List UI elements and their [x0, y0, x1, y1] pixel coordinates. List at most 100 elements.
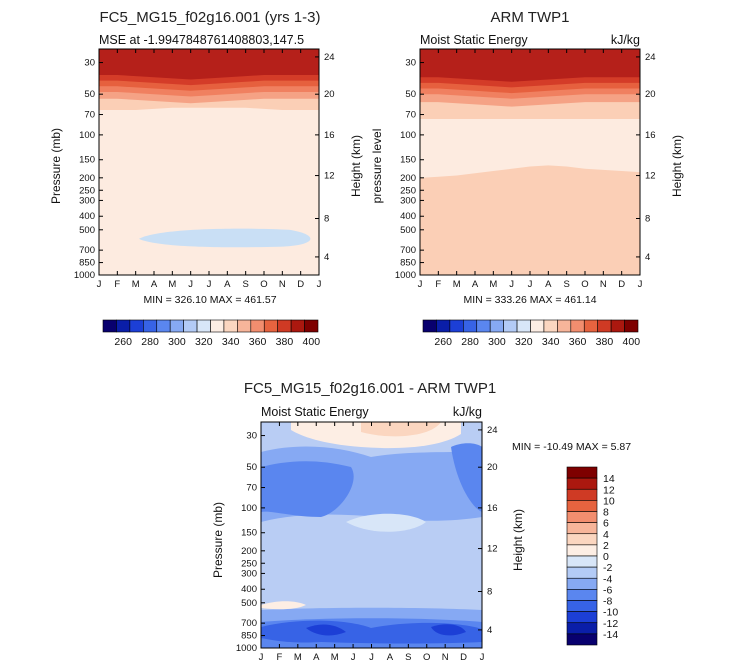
y-tick-label: 400	[241, 584, 257, 595]
colorbar-label: 12	[603, 484, 615, 496]
colorbar-label: 320	[195, 336, 213, 348]
y-tick-label: 30	[84, 58, 95, 69]
y-tick-label: 1000	[74, 270, 95, 281]
height-tick-label: 8	[645, 214, 650, 225]
height-tick-label: 20	[487, 462, 498, 473]
x-tick-label: A	[472, 279, 479, 290]
colorbar-label: -4	[603, 573, 612, 585]
colorbar-swatch	[304, 319, 319, 333]
colorbar-swatch	[277, 319, 292, 333]
colorbar-swatch	[436, 319, 451, 333]
y-tick-label: 50	[246, 462, 257, 473]
y-tick-label: 1000	[395, 270, 416, 281]
x-tick-label: A	[151, 279, 158, 290]
x-tick-label: J	[418, 279, 423, 290]
panel-2-ylabel-left: pressure level	[370, 129, 384, 204]
height-tick-label: 4	[645, 252, 650, 263]
colorbar-swatch	[143, 319, 158, 333]
y-tick-label: 400	[400, 211, 416, 222]
x-tick-label: J	[509, 279, 514, 290]
height-tick-label: 12	[645, 171, 656, 182]
colorbar-label: -14	[603, 629, 618, 641]
y-tick-label: 400	[79, 211, 95, 222]
colorbar-swatch	[566, 511, 598, 523]
contour-band	[431, 624, 466, 636]
colorbar-swatch	[263, 319, 278, 333]
y-tick-label: 200	[400, 173, 416, 184]
colorbar-swatch	[422, 319, 437, 333]
colorbar-swatch	[566, 622, 598, 635]
x-tick-label: J	[207, 279, 212, 290]
y-tick-label: 700	[79, 245, 95, 256]
colorbar-swatch	[566, 477, 598, 490]
x-tick-label: S	[563, 279, 569, 290]
panel-3-title: FC5_MG15_f02g16.001 - ARM TWP1	[244, 380, 496, 397]
colorbar-label: 300	[488, 336, 506, 348]
y-tick-label: 500	[79, 225, 95, 236]
panel-2-colorbar: 260 280 300 320 340 360 380 400	[422, 319, 640, 348]
colorbar-swatch	[566, 466, 598, 479]
colorbar-label: 320	[515, 336, 533, 348]
colorbar-swatch	[116, 319, 131, 333]
y-tick-label: 70	[246, 483, 257, 494]
height-tick-label: 16	[324, 130, 335, 141]
colorbar-label: -10	[603, 607, 618, 619]
panel-2-plot-area: J F M A M J J A S O N D J305070100150200250300400500…	[395, 48, 656, 290]
colorbar-swatch	[566, 611, 598, 624]
y-tick-label: 700	[241, 618, 257, 629]
x-tick-label: F	[114, 279, 120, 290]
y-tick-label: 300	[79, 195, 95, 206]
contour-band	[306, 624, 346, 636]
colorbar-swatch	[570, 319, 585, 333]
x-tick-label: N	[442, 652, 449, 663]
colorbar-swatch	[156, 319, 171, 333]
x-tick-label: J	[188, 279, 193, 290]
colorbar-swatch	[566, 533, 598, 546]
panel-1-model: FC5_MG15_f02g16.001 (yrs 1-3) MSE at -1.…	[49, 9, 363, 348]
colorbar-swatch	[196, 319, 211, 333]
colorbar-swatch	[566, 633, 598, 646]
colorbar-swatch	[566, 500, 598, 512]
panel-3-ylabel-left: Pressure (mb)	[211, 502, 225, 578]
panel-2-ylabel-right: Height (km)	[670, 135, 684, 197]
y-tick-label: 300	[400, 195, 416, 206]
panel-1-subtitle: MSE at -1.9947848761408803,147.5	[99, 33, 304, 47]
panel-3-plot-area: J F M A M J J A S O N D J305070100150200250300400500…	[236, 421, 498, 663]
y-tick-label: 500	[400, 225, 416, 236]
panel-1-colorbar: 260 280 300 320 340 360 380 400	[102, 319, 320, 348]
y-tick-label: 70	[405, 110, 416, 121]
contour-band	[451, 443, 482, 512]
colorbar-label: 10	[603, 495, 615, 507]
height-tick-label: 8	[487, 587, 492, 598]
x-tick-label: D	[618, 279, 625, 290]
colorbar-swatch	[223, 319, 238, 333]
colorbar-label: 340	[222, 336, 240, 348]
colorbar-swatch	[566, 544, 598, 557]
colorbar-swatch	[489, 319, 504, 333]
colorbar-swatch	[597, 319, 612, 333]
colorbar-label: 380	[276, 336, 294, 348]
x-tick-label: J	[638, 279, 643, 290]
panel-1-title: FC5_MG15_f02g16.001 (yrs 1-3)	[100, 9, 321, 26]
colorbar-swatch	[129, 319, 144, 333]
panel-3-subtitle-right: kJ/kg	[453, 405, 482, 419]
y-tick-label: 500	[241, 598, 257, 609]
x-tick-label: F	[277, 652, 283, 663]
height-tick-label: 4	[487, 625, 492, 636]
x-tick-label: S	[242, 279, 248, 290]
y-tick-label: 850	[400, 258, 416, 269]
panel-1-ylabel-left: Pressure (mb)	[49, 128, 63, 204]
colorbar-swatch	[463, 319, 478, 333]
y-tick-label: 200	[241, 546, 257, 557]
y-tick-label: 150	[241, 528, 257, 539]
panel-3-subtitle-left: Moist Static Energy	[261, 405, 369, 419]
y-tick-label: 100	[400, 130, 416, 141]
height-tick-label: 24	[645, 52, 656, 63]
x-tick-label: N	[600, 279, 607, 290]
colorbar-label: -8	[603, 596, 612, 608]
y-tick-label: 700	[400, 245, 416, 256]
y-tick-label: 250	[400, 185, 416, 196]
contour-band	[361, 422, 441, 437]
y-tick-label: 250	[79, 185, 95, 196]
